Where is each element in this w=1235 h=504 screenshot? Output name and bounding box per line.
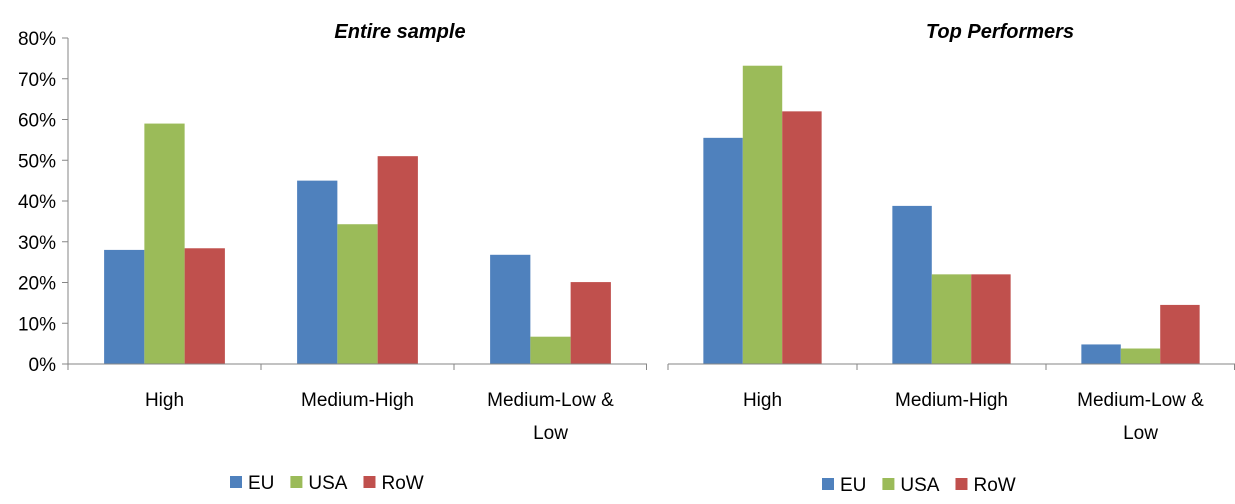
- legend-swatch-usa: [882, 478, 895, 490]
- legend-swatch-row: [955, 478, 968, 490]
- bar-row-high: [184, 248, 225, 364]
- legend-label-usa: USA: [900, 475, 939, 496]
- x-tick-label: Medium-High: [895, 390, 1008, 411]
- bar-row-medium-low-and-low: [1160, 304, 1200, 364]
- y-tick-label: 50%: [18, 151, 56, 172]
- bar-usa-medium-low-and-low: [1120, 348, 1161, 364]
- legend-label-row: RoW: [381, 473, 423, 494]
- legend-swatch-row: [363, 476, 376, 488]
- legend-swatch-eu: [822, 478, 834, 490]
- bar-usa-high: [742, 65, 783, 365]
- y-tick-label: 40%: [18, 192, 56, 213]
- x-tick-label: Low: [1123, 423, 1158, 444]
- y-tick-label: 20%: [18, 274, 56, 295]
- chart-top-performers: High Medium-High Medium-Low & Low EU USA RoW: [667, 65, 1235, 496]
- x-tick-label: High: [743, 390, 782, 411]
- bar-eu-medium-high: [297, 180, 338, 365]
- x-tick-label: Medium-Low &: [487, 390, 614, 411]
- bar-row-high: [782, 111, 822, 364]
- bar-eu-medium-low-and-low: [490, 254, 531, 364]
- bar-row-medium-high: [971, 274, 1011, 364]
- y-tick-label: 80%: [18, 29, 56, 50]
- y-tick-label: 70%: [18, 70, 56, 91]
- legend-swatch-eu: [230, 476, 242, 488]
- y-tick-label: 60%: [18, 111, 56, 132]
- y-tick-label: 0%: [29, 355, 57, 376]
- chart-title-top-performers: Top Performers: [926, 21, 1074, 43]
- bar-usa-medium-high: [931, 274, 972, 364]
- bar-usa-medium-high: [337, 224, 378, 364]
- legend-label-usa: USA: [308, 473, 347, 494]
- bar-eu-high: [703, 137, 743, 364]
- bar-eu-high: [104, 249, 145, 364]
- bar-usa-high: [144, 123, 185, 364]
- x-tick-label: Medium-Low &: [1077, 390, 1204, 411]
- bar-eu-medium-high: [892, 205, 932, 364]
- y-tick-label: 10%: [18, 314, 56, 335]
- x-tick-label: Medium-High: [301, 390, 414, 411]
- bar-usa-medium-low-and-low: [530, 336, 571, 364]
- legend-label-eu: EU: [840, 475, 866, 496]
- legend-label-row: RoW: [973, 475, 1015, 496]
- legend-swatch-usa: [290, 476, 303, 488]
- legend-label-eu: EU: [248, 473, 274, 494]
- x-tick-label: Low: [533, 423, 568, 444]
- bar-row-medium-high: [377, 156, 418, 364]
- chart-entire-sample: 0% 10% 20% 30% 40% 50% 60% 70% 80% High Medium-Hig…: [18, 29, 647, 494]
- bar-row-medium-low-and-low: [570, 282, 611, 364]
- x-tick-label: High: [145, 390, 184, 411]
- bar-eu-medium-low-and-low: [1081, 344, 1121, 364]
- chart-title-entire-sample: Entire sample: [334, 21, 465, 43]
- y-tick-label: 30%: [18, 233, 56, 254]
